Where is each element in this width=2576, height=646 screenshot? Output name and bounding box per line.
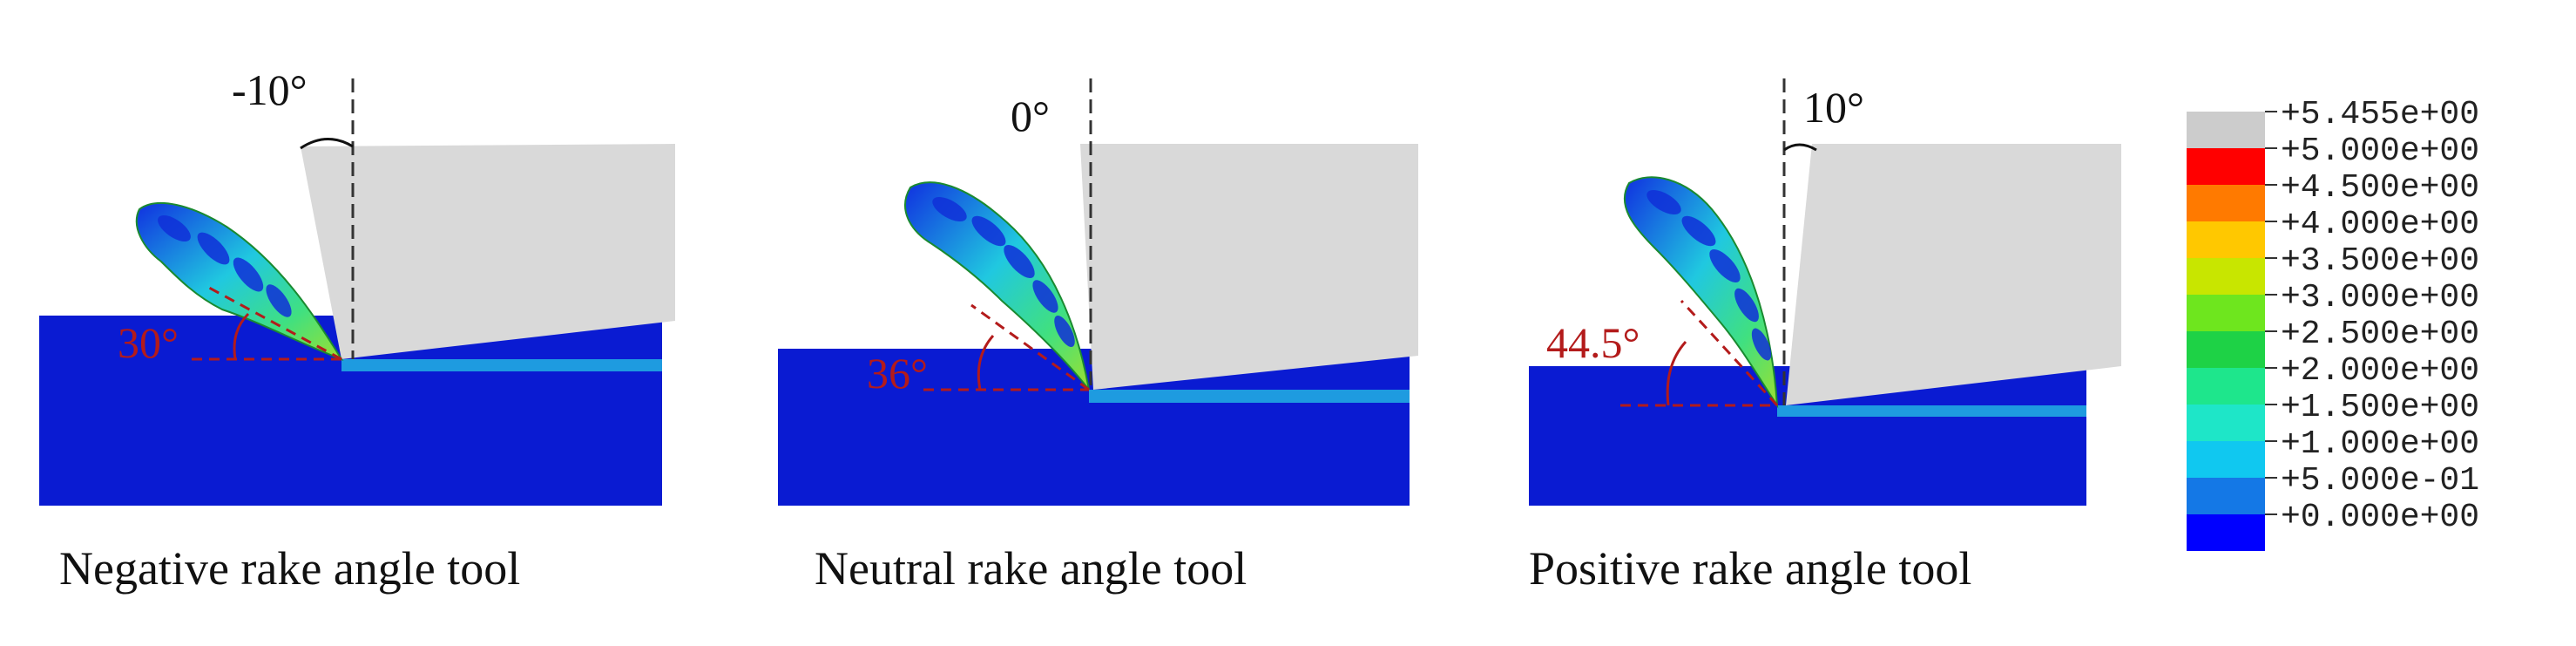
legend-label: +5.000e-01 [2281,462,2479,500]
shear-angle-arc [233,312,250,360]
chip-segments [932,197,1075,348]
legend-swatch [2187,185,2265,221]
legend-swatch [2187,514,2265,551]
legend-swatch [2187,441,2265,478]
shear-plane-line [208,286,342,361]
legend-swatch [2187,368,2265,405]
legend-label: +0.000e+00 [2281,499,2479,536]
legend-label: +3.500e+00 [2281,242,2479,280]
machined-surface-band [1089,390,1410,403]
panel-caption: Positive rake angle tool [1529,542,1971,595]
legend-swatch [2187,331,2265,368]
panel-caption: Negative rake angle tool [59,542,520,595]
legend-swatch [2187,148,2265,185]
shear-angle-label: 44.5° [1546,318,1640,367]
shear-angle-label: 36° [867,349,928,398]
panel-negative: -10° 30° Negative rake angle tool [39,65,675,595]
chip-segments [158,214,292,317]
chip-segments [1646,190,1772,361]
chip [1623,176,1779,409]
shear-angle-arc [1666,341,1687,406]
legend-label: +1.500e+00 [2281,389,2479,426]
legend-label: +4.000e+00 [2281,206,2479,243]
legend-swatch [2187,221,2265,258]
machined-surface-band [341,359,662,371]
rake-angle-label: -10° [232,65,308,114]
legend-swatch [2187,405,2265,441]
legend-swatch [2187,258,2265,295]
legend-label: +1.000e+00 [2281,425,2479,463]
panel-positive: 10° 44.5° Positive rake angle tool [1529,78,2121,595]
rake-angle-label: 10° [1803,83,1864,132]
panel-neutral: 0° 36° Neutral rake angle tool [778,78,1418,595]
shear-angle-arc [977,335,995,391]
cutting-tool [1080,144,1418,390]
panel-caption: Neutral rake angle tool [815,542,1247,595]
shear-plane-line [970,303,1090,391]
legend-label: +2.000e+00 [2281,352,2479,390]
legend-label: +2.500e+00 [2281,316,2479,353]
legend-swatch [2187,478,2265,514]
cutting-tool [1786,144,2121,405]
rake-angle-arc [1783,143,1817,152]
legend-label: +4.500e+00 [2281,169,2479,207]
legend-label: +5.000e+00 [2281,133,2479,170]
legend-swatch [2187,112,2265,148]
legend-swatch [2187,295,2265,331]
rake-angle-label: 0° [1011,92,1050,140]
cutting-tool [301,144,675,359]
legend-label: +3.000e+00 [2281,279,2479,316]
shear-angle-label: 30° [118,318,179,367]
machined-surface-band [1777,405,2086,417]
shear-plane-line [1680,299,1779,407]
legend-label: +5.455e+00 [2281,96,2479,133]
color-legend: +5.455e+00+5.000e+00+4.500e+00+4.000e+00… [2187,96,2479,551]
chip [904,181,1090,391]
rake-angle-arc [300,138,354,150]
